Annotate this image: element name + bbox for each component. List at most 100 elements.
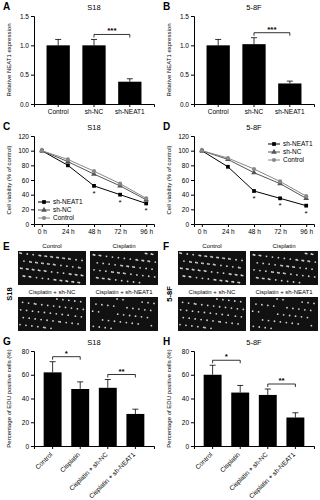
annotation: * xyxy=(145,206,148,215)
point xyxy=(66,163,70,167)
y-tick-label: 0.0 xyxy=(180,101,189,108)
cell-dot xyxy=(44,312,46,314)
y-tick: 80 xyxy=(182,348,194,355)
annotation: * xyxy=(279,201,282,210)
cell-dot xyxy=(142,275,144,277)
cell-dot xyxy=(305,268,307,270)
x-tick-label: 72 h xyxy=(274,228,287,235)
cell-dot xyxy=(47,278,49,280)
cell-dot xyxy=(116,298,118,300)
panel: B5-8F0.00.51.01.5Relative NEAT1 expressi… xyxy=(163,1,315,115)
y-tick: 20 xyxy=(182,206,194,213)
cell-dot xyxy=(196,277,198,279)
cell-dot xyxy=(269,278,271,280)
error-bar-stem xyxy=(52,362,53,373)
bar xyxy=(231,393,249,446)
cell-dot xyxy=(107,305,109,307)
cell-dot xyxy=(253,269,255,271)
error-bar xyxy=(105,380,111,388)
cell-dot xyxy=(92,325,94,327)
panel: F5-8FControlCisplatinCisplatin + sh-NCCi… xyxy=(163,241,318,331)
cell-dot xyxy=(56,298,58,300)
x-tick-mark xyxy=(306,224,307,227)
image-label: Cisplatin + sh-NC xyxy=(29,289,77,295)
error-bar xyxy=(127,79,133,82)
cell-dot xyxy=(38,311,40,313)
cell-dot xyxy=(150,310,152,312)
y-axis-title: Cell viability (% of control) xyxy=(6,145,12,214)
cell-dot xyxy=(95,303,97,305)
y-axis: 020406080100120 xyxy=(178,133,194,228)
micrograph xyxy=(178,251,246,285)
x-tick-mark xyxy=(267,446,268,449)
point xyxy=(40,149,44,153)
cell-dot xyxy=(313,302,315,304)
cell-dot xyxy=(301,316,303,318)
x-tick: Control xyxy=(34,446,54,471)
cell-dot xyxy=(238,282,240,284)
micrograph xyxy=(250,297,318,331)
cell-dot xyxy=(44,327,46,329)
error-bar-stem xyxy=(254,38,255,44)
cell-dot xyxy=(36,262,38,264)
micrograph xyxy=(90,297,158,331)
image-label: Cisplatin xyxy=(272,243,295,249)
cell-dot xyxy=(79,267,81,269)
cell-dot xyxy=(214,264,216,266)
cell-dot xyxy=(309,261,311,263)
micrograph xyxy=(18,251,86,285)
x-axis: Controlsh-NCsh-NEAT1 xyxy=(35,104,155,115)
cell-dot xyxy=(181,268,183,270)
y-tick: 40 xyxy=(22,191,34,198)
cell-dot xyxy=(259,270,261,272)
y-tick-mark xyxy=(31,16,34,17)
x-tick: Control xyxy=(48,104,70,115)
cell-dot xyxy=(45,255,47,257)
x-tick: Control xyxy=(208,104,230,115)
point xyxy=(92,184,96,188)
cell-dot xyxy=(21,268,23,270)
cell-dot xyxy=(293,266,295,268)
y-tick: 0 xyxy=(25,221,34,228)
cell-dot xyxy=(46,319,48,321)
cell-dot xyxy=(211,271,213,273)
image-label: Control xyxy=(202,243,221,249)
y-tick-mark xyxy=(31,375,34,376)
x-tick-mark xyxy=(135,446,136,449)
cell-dot xyxy=(297,259,299,261)
x-tick: 72 h xyxy=(114,224,127,235)
bar xyxy=(126,414,144,446)
y-tick-mark xyxy=(191,209,194,210)
y-tick-label: 60 xyxy=(182,177,190,184)
point xyxy=(226,156,230,160)
point xyxy=(118,182,122,186)
error-bar-cap xyxy=(251,37,257,38)
cell-dot xyxy=(117,257,119,259)
x-tick-label: 72 h xyxy=(114,228,127,235)
y-axis: 020406080 xyxy=(22,348,35,450)
legend: sh-NEAT1sh-NCControl xyxy=(268,140,313,163)
error-bar-cap xyxy=(287,81,293,82)
y-axis: 0.00.51.01.5 xyxy=(180,13,195,108)
plot-area xyxy=(207,38,302,104)
cell-dot xyxy=(273,305,275,307)
cell-dot xyxy=(81,260,83,262)
cell-dot xyxy=(237,323,239,325)
cell-dot xyxy=(154,276,156,278)
cell-dot xyxy=(153,302,155,304)
y-tick-mark xyxy=(191,75,194,76)
cell-dot xyxy=(147,317,149,319)
cell-dot xyxy=(310,310,312,312)
cell-dot xyxy=(217,272,219,274)
cell-dot xyxy=(77,323,79,325)
legend-marker xyxy=(42,216,46,220)
cell-dot xyxy=(200,255,202,257)
cell-dot xyxy=(30,261,32,263)
x-tick-mark xyxy=(254,224,255,227)
x-tick-label: Control xyxy=(48,108,70,115)
y-tick-label: 0 xyxy=(25,221,29,228)
x-tick-mark xyxy=(80,446,81,449)
cell-dot xyxy=(139,267,141,269)
cell-dot xyxy=(76,274,78,276)
cell-dot xyxy=(59,321,61,323)
